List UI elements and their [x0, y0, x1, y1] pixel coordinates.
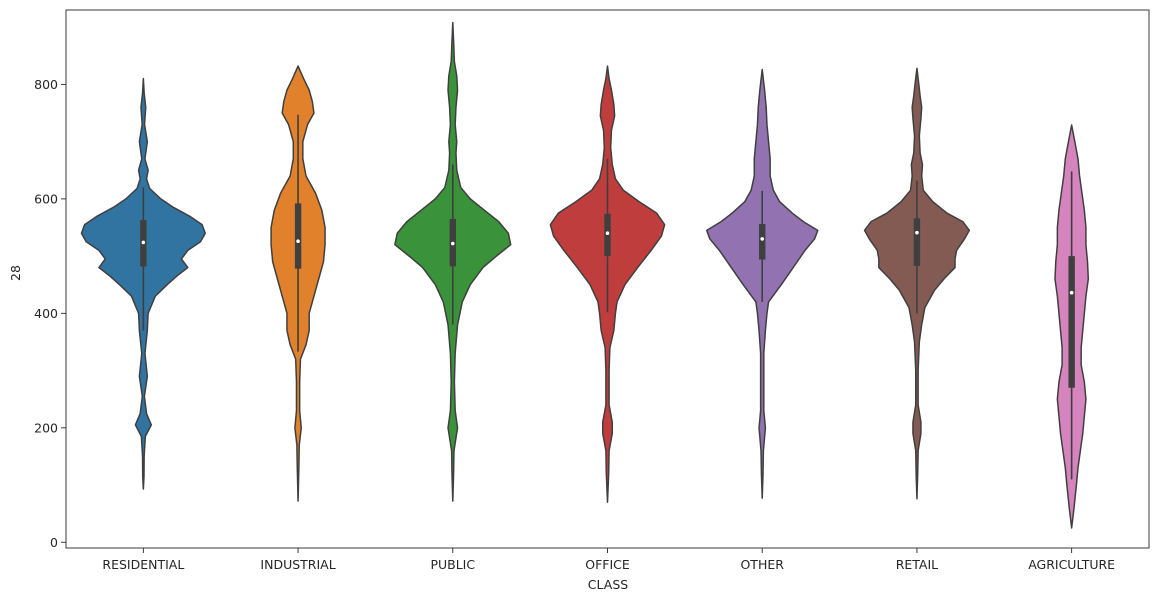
iqr-box	[294, 203, 302, 269]
y-tick-label: 800	[34, 77, 58, 92]
x-tick-label: RETAIL	[896, 557, 938, 572]
iqr-box	[913, 218, 921, 266]
y-axis: 0 200 400 600 800	[34, 77, 66, 550]
y-tick-label: 200	[34, 420, 58, 435]
violin-public	[394, 21, 512, 502]
y-tick-label: 600	[34, 191, 58, 206]
iqr-box	[1068, 256, 1075, 388]
violins	[80, 21, 1090, 529]
violin-agriculture	[1054, 124, 1090, 529]
x-tick-label: OFFICE	[585, 557, 630, 572]
violin-industrial	[270, 65, 326, 502]
x-tick-label: INDUSTRIAL	[260, 557, 335, 572]
violin-residential	[80, 77, 206, 490]
median-point	[450, 241, 455, 246]
x-tick-label: PUBLIC	[430, 557, 475, 572]
median-point	[296, 239, 300, 244]
iqr-box	[759, 224, 766, 260]
y-axis-label: 28	[8, 265, 23, 281]
median-point	[141, 240, 146, 245]
y-tick-label: 400	[34, 306, 58, 321]
x-axis: RESIDENTIAL INDUSTRIAL PUBLIC OFFICE OTHER RE…	[102, 548, 1115, 572]
x-tick-label: RESIDENTIAL	[102, 557, 184, 572]
median-point	[1069, 290, 1074, 295]
median-point	[605, 231, 610, 236]
x-axis-label: CLASS	[588, 577, 628, 592]
median-point	[915, 230, 919, 235]
median-point	[760, 237, 765, 241]
y-tick-label: 0	[50, 535, 58, 550]
x-tick-label: OTHER	[740, 557, 784, 572]
x-tick-label: AGRICULTURE	[1028, 557, 1115, 572]
violin-retail	[863, 67, 971, 500]
violin-office	[549, 65, 666, 503]
violin-other	[705, 68, 819, 499]
